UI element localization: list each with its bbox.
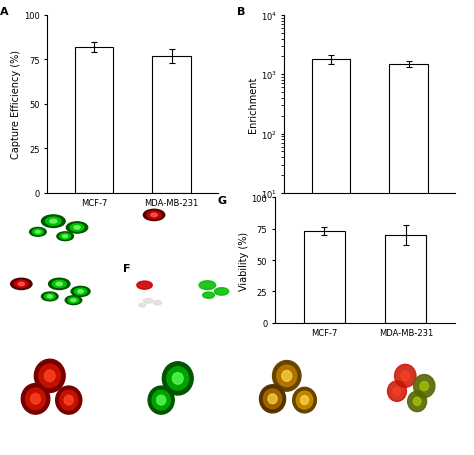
- Circle shape: [413, 375, 435, 398]
- Circle shape: [60, 234, 71, 240]
- Circle shape: [393, 387, 401, 395]
- Circle shape: [301, 396, 309, 404]
- Circle shape: [413, 397, 421, 405]
- Circle shape: [420, 382, 428, 391]
- Y-axis label: Enrichment: Enrichment: [248, 76, 258, 133]
- Circle shape: [29, 228, 46, 237]
- Circle shape: [71, 299, 76, 302]
- Y-axis label: Capture Efficiency (%): Capture Efficiency (%): [11, 50, 21, 159]
- Text: F: F: [123, 263, 131, 273]
- Circle shape: [48, 278, 70, 290]
- Circle shape: [156, 395, 166, 405]
- Circle shape: [36, 231, 40, 234]
- Y-axis label: Viability (%): Viability (%): [239, 231, 249, 290]
- Circle shape: [30, 394, 40, 404]
- Circle shape: [21, 384, 50, 414]
- Circle shape: [137, 282, 152, 289]
- Text: E: E: [5, 263, 12, 273]
- Circle shape: [296, 391, 313, 409]
- Bar: [311, 60, 350, 455]
- Text: I: I: [123, 331, 127, 341]
- Text: J: J: [242, 331, 246, 341]
- Circle shape: [282, 371, 292, 381]
- Text: D: D: [123, 201, 133, 210]
- Circle shape: [74, 226, 80, 230]
- Circle shape: [50, 220, 57, 223]
- Circle shape: [64, 395, 73, 405]
- Circle shape: [151, 214, 157, 217]
- Circle shape: [214, 288, 228, 296]
- Circle shape: [42, 216, 65, 228]
- Circle shape: [387, 381, 407, 401]
- Circle shape: [71, 287, 90, 297]
- Circle shape: [268, 394, 277, 404]
- Circle shape: [47, 295, 52, 298]
- Circle shape: [401, 371, 410, 380]
- Circle shape: [173, 373, 183, 384]
- Bar: [152, 57, 191, 193]
- Circle shape: [33, 229, 43, 235]
- Circle shape: [68, 298, 79, 303]
- Bar: [389, 65, 428, 455]
- Circle shape: [34, 359, 65, 393]
- Circle shape: [39, 364, 61, 388]
- Circle shape: [154, 301, 162, 305]
- Circle shape: [14, 281, 28, 288]
- Circle shape: [277, 365, 297, 387]
- Circle shape: [148, 386, 174, 414]
- Circle shape: [143, 210, 165, 221]
- Circle shape: [273, 361, 301, 391]
- Circle shape: [45, 294, 55, 300]
- Circle shape: [292, 388, 316, 413]
- Circle shape: [138, 303, 146, 308]
- Circle shape: [45, 370, 55, 382]
- Circle shape: [74, 288, 87, 295]
- Bar: [303, 232, 345, 323]
- Circle shape: [46, 217, 61, 226]
- Bar: [385, 236, 427, 323]
- Circle shape: [10, 278, 32, 290]
- Circle shape: [60, 390, 78, 410]
- Circle shape: [143, 298, 153, 303]
- Circle shape: [162, 362, 193, 395]
- Circle shape: [56, 283, 63, 286]
- Circle shape: [63, 235, 68, 238]
- Circle shape: [66, 222, 88, 233]
- Text: G: G: [217, 196, 227, 205]
- Circle shape: [152, 390, 170, 410]
- Text: C: C: [5, 201, 13, 210]
- Circle shape: [167, 367, 189, 390]
- Circle shape: [264, 389, 282, 409]
- Circle shape: [394, 364, 416, 388]
- Bar: [74, 48, 113, 193]
- Circle shape: [70, 224, 84, 232]
- Circle shape: [147, 212, 161, 219]
- Circle shape: [78, 290, 83, 293]
- Circle shape: [408, 391, 427, 412]
- Circle shape: [65, 296, 82, 305]
- Text: A: A: [0, 7, 8, 17]
- Circle shape: [57, 233, 73, 241]
- Text: B: B: [237, 7, 245, 17]
- Text: K: K: [360, 331, 369, 341]
- Circle shape: [26, 388, 46, 410]
- Circle shape: [259, 385, 285, 413]
- Circle shape: [41, 293, 58, 301]
- Circle shape: [18, 283, 25, 286]
- Circle shape: [55, 386, 82, 414]
- Circle shape: [199, 281, 216, 290]
- Text: H: H: [5, 331, 14, 341]
- Circle shape: [202, 293, 214, 298]
- Circle shape: [52, 281, 66, 288]
